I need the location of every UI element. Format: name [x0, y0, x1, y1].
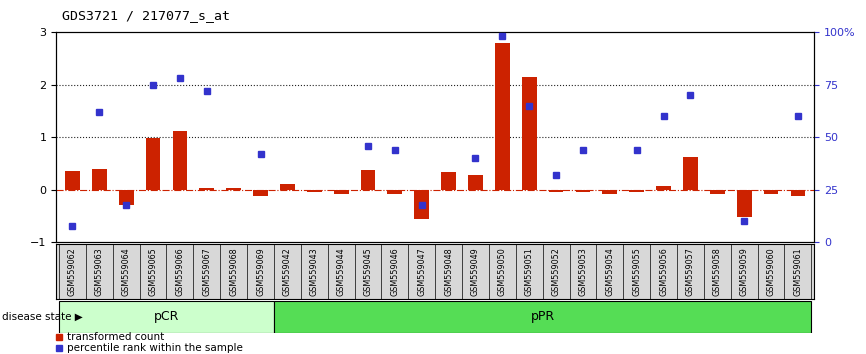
Bar [656, 185, 671, 190]
Text: GSM559068: GSM559068 [229, 247, 238, 296]
Text: GSM559042: GSM559042 [283, 247, 292, 296]
Bar [522, 76, 537, 190]
Text: GSM559044: GSM559044 [337, 247, 346, 296]
Text: pCR: pCR [154, 310, 179, 323]
Text: GSM559064: GSM559064 [121, 247, 131, 296]
Text: GSM559059: GSM559059 [740, 247, 749, 296]
Text: GSM559061: GSM559061 [793, 247, 803, 296]
Bar [603, 190, 617, 194]
Text: GSM559047: GSM559047 [417, 247, 426, 296]
Bar [199, 188, 214, 190]
Bar [307, 190, 321, 193]
Text: GSM559054: GSM559054 [605, 247, 614, 296]
Bar [172, 131, 187, 190]
Bar [764, 190, 779, 194]
Bar [414, 190, 430, 219]
Bar [630, 190, 644, 193]
Bar [92, 169, 107, 190]
Text: GSM559063: GSM559063 [94, 247, 104, 296]
Text: GSM559045: GSM559045 [364, 247, 372, 296]
Bar [226, 188, 241, 190]
Text: GSM559060: GSM559060 [766, 247, 776, 296]
Text: GSM559048: GSM559048 [444, 247, 453, 296]
Text: pPR: pPR [531, 310, 555, 323]
Text: GSM559058: GSM559058 [713, 247, 721, 296]
Text: transformed count: transformed count [67, 332, 164, 342]
Bar [280, 183, 294, 190]
Bar [274, 301, 811, 333]
Bar [576, 190, 591, 193]
Text: GSM559050: GSM559050 [498, 247, 507, 296]
Bar [469, 175, 483, 190]
Text: GSM559055: GSM559055 [632, 247, 641, 296]
Bar [737, 190, 752, 217]
Text: GSM559062: GSM559062 [68, 247, 77, 296]
Bar [683, 157, 698, 190]
Bar [119, 190, 133, 205]
Text: GSM559069: GSM559069 [256, 247, 265, 296]
Text: GSM559051: GSM559051 [525, 247, 533, 296]
Text: GSM559066: GSM559066 [176, 247, 184, 296]
Text: GSM559057: GSM559057 [686, 247, 695, 296]
Bar [360, 170, 375, 190]
Text: GSM559067: GSM559067 [203, 247, 211, 296]
Text: GSM559046: GSM559046 [391, 247, 399, 296]
Bar [333, 190, 348, 194]
Bar [65, 171, 80, 190]
Text: GSM559053: GSM559053 [578, 247, 587, 296]
Text: GSM559043: GSM559043 [310, 247, 319, 296]
Bar [710, 190, 725, 194]
Bar [59, 301, 274, 333]
Text: GSM559052: GSM559052 [552, 247, 560, 296]
Text: GSM559049: GSM559049 [471, 247, 480, 296]
Bar [495, 44, 510, 190]
Text: percentile rank within the sample: percentile rank within the sample [67, 343, 242, 353]
Text: GDS3721 / 217077_s_at: GDS3721 / 217077_s_at [62, 9, 230, 22]
Text: disease state ▶: disease state ▶ [2, 312, 82, 322]
Bar [549, 190, 564, 193]
Bar [253, 190, 268, 196]
Bar [441, 172, 456, 190]
Bar [387, 190, 402, 194]
Text: GSM559065: GSM559065 [149, 247, 158, 296]
Bar [791, 190, 805, 196]
Text: GSM559056: GSM559056 [659, 247, 668, 296]
Bar [145, 138, 160, 190]
